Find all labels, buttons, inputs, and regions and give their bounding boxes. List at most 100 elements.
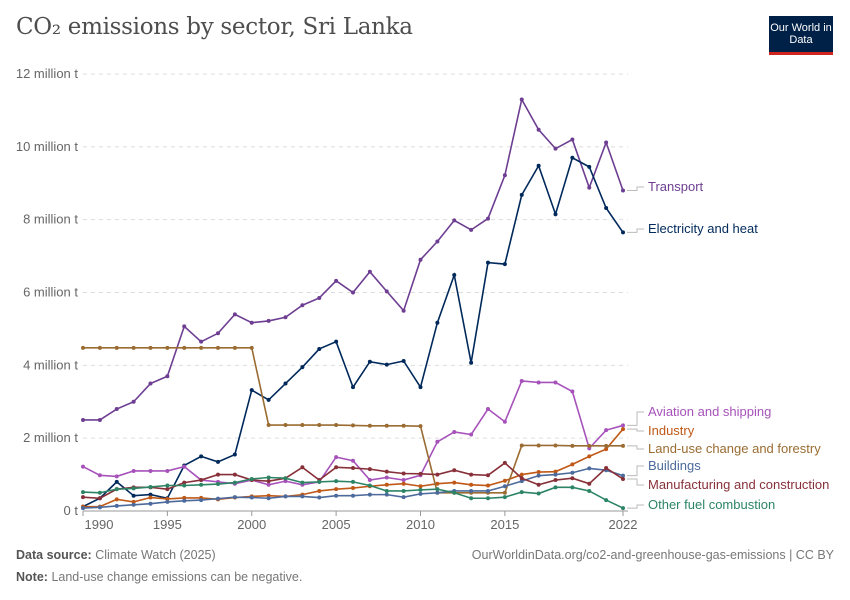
- data-point: [435, 481, 440, 486]
- data-point: [97, 496, 102, 501]
- data-point: [502, 490, 507, 495]
- data-point: [334, 493, 339, 498]
- data-point: [216, 331, 220, 336]
- x-tick-label: 2022: [609, 517, 638, 532]
- data-point: [148, 345, 153, 350]
- data-point: [216, 459, 220, 464]
- y-tick-label: 2 million t: [23, 430, 78, 445]
- series-label: Industry: [648, 423, 695, 438]
- data-point: [232, 452, 237, 457]
- data-point: [570, 389, 575, 394]
- data-point: [469, 472, 474, 477]
- owid-logo[interactable]: Our World in Data: [769, 16, 833, 55]
- data-point: [435, 320, 440, 325]
- data-point: [469, 496, 474, 501]
- series-label: Aviation and shipping: [648, 404, 771, 419]
- data-point: [519, 192, 524, 197]
- data-point: [351, 466, 355, 471]
- x-tick-label: 2015: [490, 517, 519, 532]
- data-point: [384, 492, 389, 497]
- data-point: [604, 466, 609, 471]
- data-point: [621, 427, 625, 432]
- data-point: [536, 482, 541, 487]
- data-point: [367, 359, 372, 364]
- data-point: [435, 487, 440, 492]
- note-text: Land-use change emissions can be negativ…: [51, 570, 303, 584]
- source-url[interactable]: OurWorldinData.org/co2-and-greenhouse-ga…: [471, 548, 834, 562]
- data-point: [351, 290, 355, 295]
- data-point: [502, 478, 507, 483]
- data-point: [182, 324, 187, 329]
- data-point: [182, 464, 187, 469]
- data-point: [81, 417, 85, 422]
- data-point: [266, 479, 271, 484]
- data-point: [570, 443, 575, 448]
- data-point: [553, 469, 558, 474]
- data-point: [536, 473, 541, 478]
- data-point: [401, 358, 406, 363]
- data-point: [536, 163, 541, 168]
- data-point: [300, 303, 305, 308]
- data-point: [621, 230, 625, 235]
- data-point: [452, 468, 457, 473]
- data-point: [300, 465, 305, 470]
- label-connector: [627, 478, 644, 486]
- data-point: [570, 485, 575, 490]
- data-point: [114, 407, 119, 412]
- data-point: [519, 472, 524, 477]
- data-point: [367, 492, 372, 497]
- data-point: [570, 470, 575, 475]
- data-point: [97, 345, 102, 350]
- data-point: [249, 495, 254, 500]
- data-point: [553, 443, 558, 448]
- data-point: [165, 499, 170, 504]
- data-point: [536, 443, 541, 448]
- data-point: [486, 488, 490, 493]
- data-point: [334, 465, 339, 470]
- data-point: [502, 460, 507, 465]
- data-point: [384, 488, 389, 493]
- data-point: [351, 493, 355, 498]
- data-point: [317, 346, 322, 351]
- data-point: [249, 476, 254, 481]
- data-point: [587, 164, 592, 169]
- data-point: [249, 320, 254, 325]
- data-point: [351, 385, 355, 390]
- data-point: [148, 468, 153, 473]
- data-point: [621, 188, 625, 193]
- data-point: [519, 443, 524, 448]
- data-point: [502, 419, 507, 424]
- label-connector: [627, 504, 644, 509]
- data-point: [199, 482, 204, 487]
- data-point: [553, 146, 558, 151]
- data-point: [216, 345, 220, 350]
- data-point: [587, 454, 592, 459]
- data-point: [334, 479, 339, 484]
- data-point: [519, 378, 524, 383]
- data-point: [199, 345, 204, 350]
- data-point: [216, 482, 220, 487]
- data-point: [553, 212, 558, 217]
- data-point: [334, 339, 339, 344]
- data-point: [401, 308, 406, 313]
- data-point: [418, 385, 423, 390]
- data-point: [401, 478, 406, 483]
- source-text[interactable]: Climate Watch (2025): [95, 548, 216, 562]
- label-connector: [627, 186, 644, 192]
- data-point: [81, 490, 85, 495]
- data-point: [486, 260, 490, 265]
- data-point: [232, 345, 237, 350]
- data-point: [570, 155, 575, 160]
- data-point: [401, 495, 406, 500]
- data-point: [266, 482, 271, 487]
- data-point: [131, 468, 136, 473]
- data-point: [182, 483, 187, 488]
- data-point: [114, 487, 119, 492]
- data-point: [165, 487, 170, 492]
- data-point: [502, 262, 507, 267]
- data-point: [452, 480, 457, 485]
- data-point: [536, 470, 541, 475]
- y-tick-label: 0 t: [64, 503, 79, 518]
- data-point: [148, 484, 153, 489]
